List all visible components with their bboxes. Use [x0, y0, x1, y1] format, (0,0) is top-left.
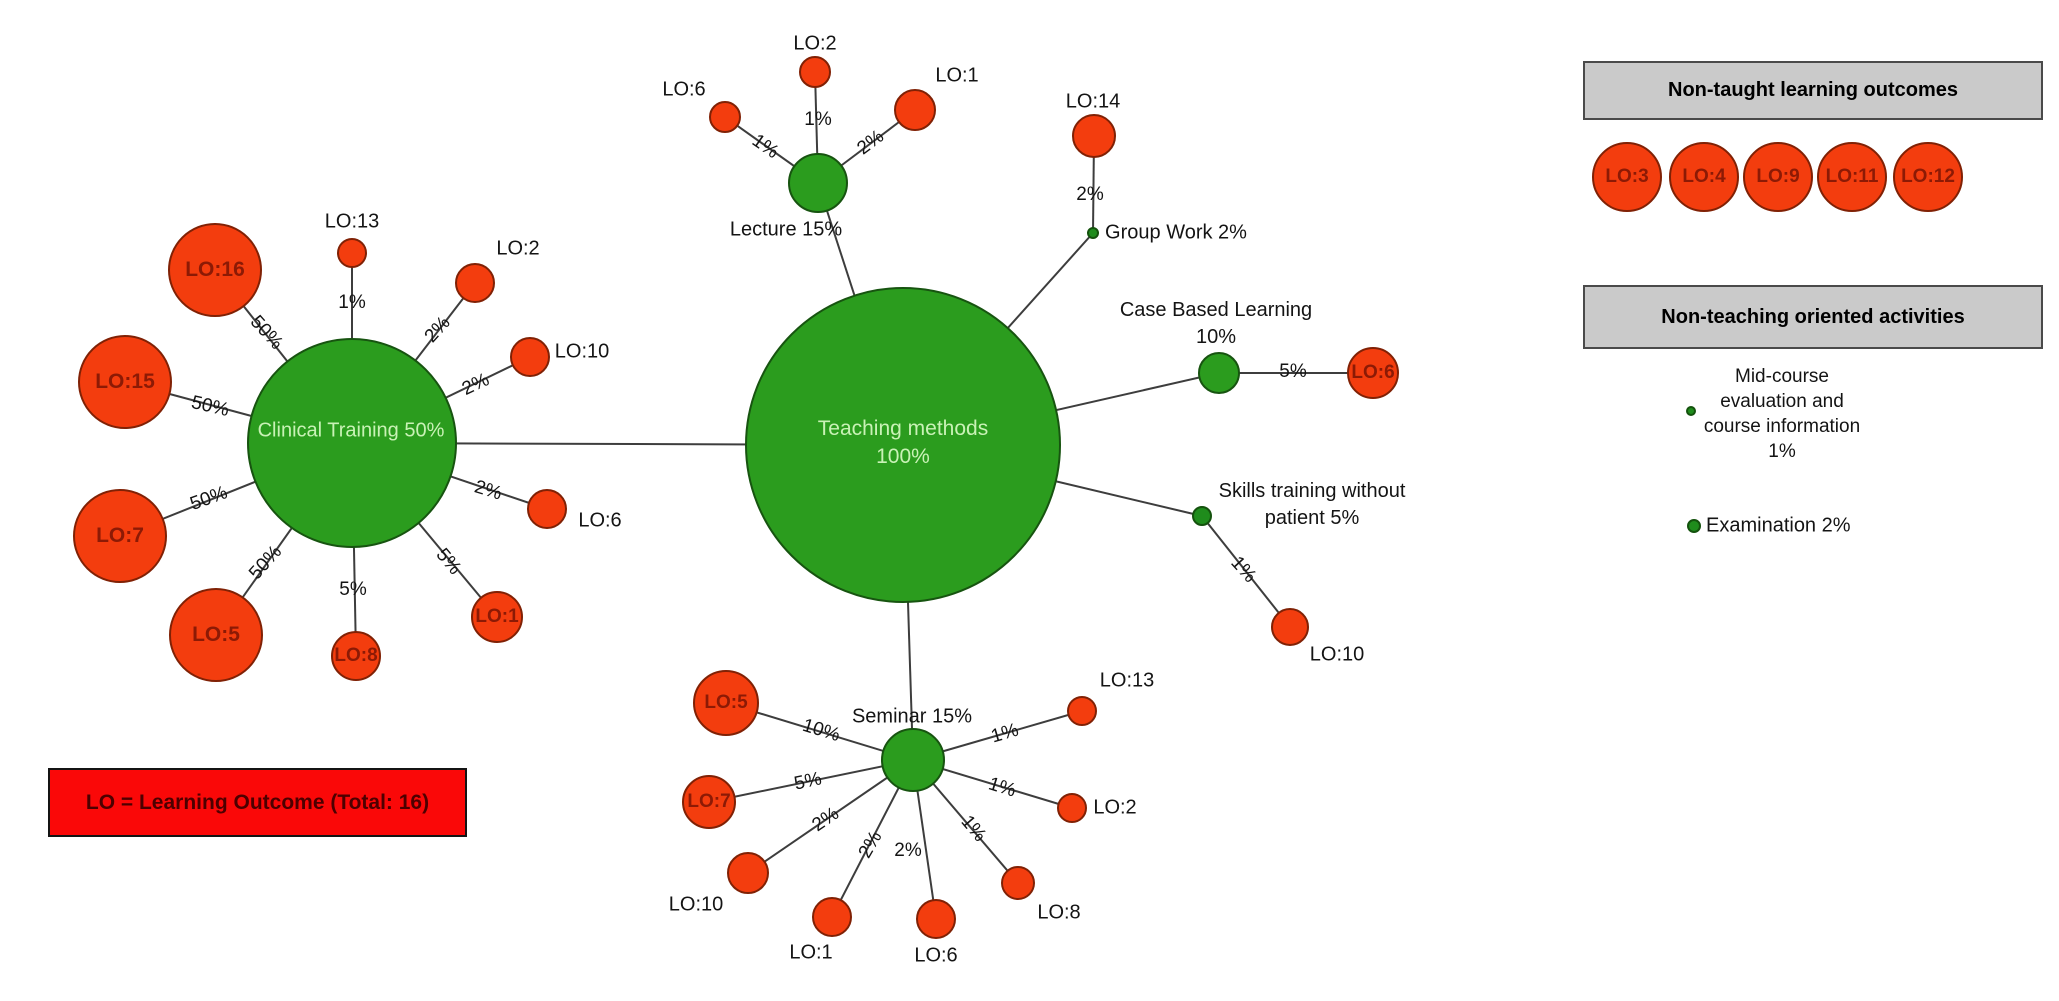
- midcourse-dot: [1686, 406, 1696, 416]
- clinical-lo8-label: LO:8: [334, 645, 378, 666]
- node-seminar-lo10: [727, 852, 769, 894]
- clinical-lo1-label: LO:1: [475, 606, 519, 627]
- seminar-lo13-label: LO:13: [1099, 669, 1155, 692]
- seminar-lo10-label: LO:10: [668, 893, 724, 916]
- node-teaching-methods: [745, 287, 1061, 603]
- node-seminar-lo13: [1067, 696, 1097, 726]
- node-clinical-lo6: [527, 489, 567, 529]
- node-clinical-lo16: LO:16: [168, 223, 262, 317]
- seminar-lo7-label: LO:7: [687, 791, 731, 812]
- node-skills-lo10: [1271, 608, 1309, 646]
- case-based-learning-label: Case Based Learning 10%: [1120, 297, 1312, 351]
- node-nontaught-lo4: LO:4: [1669, 142, 1739, 212]
- node-skills-training: [1192, 506, 1212, 526]
- groupwork-lo14-pct: 2%: [1076, 184, 1104, 205]
- seminar-lo2-label: LO:2: [1093, 796, 1137, 819]
- nontaught-lo11-label: LO:11: [1825, 166, 1879, 187]
- examination-label: Examination 2%: [1706, 514, 1851, 537]
- node-clinical-lo8: LO:8: [331, 631, 381, 681]
- non-teaching-header: Non-teaching oriented activities: [1583, 285, 2043, 349]
- node-lecture-lo1: [894, 89, 936, 131]
- clinical-training-label: Clinical Training 50%: [257, 419, 445, 442]
- skills-training-title: Skills training without: [1218, 480, 1406, 502]
- casebased-lo6-pct: 5%: [1279, 361, 1307, 382]
- clinical-lo8-pct: 5%: [339, 579, 367, 600]
- group-work-label: Group Work 2%: [1105, 221, 1247, 244]
- node-clinical-lo1: LO:1: [471, 591, 523, 643]
- midcourse-line4: 1%: [1768, 441, 1796, 462]
- node-clinical-lo13: [337, 238, 367, 268]
- case-based-learning-title: Case Based Learning: [1119, 299, 1313, 321]
- nontaught-lo9-label: LO:9: [1756, 166, 1800, 187]
- node-seminar-lo1: [812, 897, 852, 937]
- examination-dot: [1687, 519, 1701, 533]
- node-lecture-lo6: [709, 101, 741, 133]
- clinical-lo6-label: LO:6: [578, 509, 622, 532]
- midcourse-line1: Mid-course: [1735, 366, 1829, 387]
- nontaught-lo12-label: LO:12: [1901, 166, 1955, 187]
- clinical-lo13-pct: 1%: [338, 292, 366, 313]
- lecture-lo1-label: LO:1: [935, 64, 979, 87]
- node-seminar-lo7: LO:7: [682, 775, 736, 829]
- midcourse-line2: evaluation and: [1720, 391, 1844, 412]
- node-case-based-learning: [1198, 352, 1240, 394]
- node-clinical-lo10: [510, 337, 550, 377]
- nontaught-lo4-label: LO:4: [1682, 166, 1726, 187]
- clinical-lo13-label: LO:13: [324, 210, 380, 233]
- lecture-lo2-pct: 1%: [804, 109, 832, 130]
- nontaught-lo3-label: LO:3: [1605, 166, 1649, 187]
- node-lecture-lo2: [799, 56, 831, 88]
- node-clinical-training: [247, 338, 457, 548]
- clinical-lo16-label: LO:16: [185, 258, 245, 281]
- node-nontaught-lo3: LO:3: [1592, 142, 1662, 212]
- midcourse-label: Mid-course evaluation and course informa…: [1662, 364, 1902, 464]
- non-taught-header: Non-taught learning outcomes: [1583, 61, 2043, 120]
- seminar-label: Seminar 15%: [851, 705, 973, 728]
- node-clinical-lo15: LO:15: [78, 335, 172, 429]
- teaching-methods-label: Teaching methods 100%: [818, 415, 988, 471]
- casebased-lo6-label: LO:6: [1351, 362, 1395, 383]
- midcourse-line3: course information: [1703, 416, 1861, 437]
- lecture-label: Lecture 15%: [729, 218, 843, 241]
- teaching-methods-title: Teaching methods: [817, 417, 989, 440]
- node-casebased-lo6: LO:6: [1347, 347, 1399, 399]
- node-nontaught-lo11: LO:11: [1817, 142, 1887, 212]
- lecture-lo6-label: LO:6: [662, 78, 706, 101]
- node-seminar-lo6: [916, 899, 956, 939]
- teaching-methods-pct: 100%: [876, 445, 930, 468]
- skills-lo10-label: LO:10: [1309, 643, 1365, 666]
- clinical-lo15-label: LO:15: [95, 370, 155, 393]
- node-seminar-lo5: LO:5: [693, 670, 759, 736]
- edge-seminar-lo7: [708, 759, 914, 803]
- clinical-lo7-label: LO:7: [96, 524, 144, 547]
- node-seminar-lo2: [1057, 793, 1087, 823]
- legend-box: LO = Learning Outcome (Total: 16): [48, 768, 467, 837]
- case-based-learning-pct: 10%: [1195, 326, 1237, 348]
- clinical-lo5-label: LO:5: [192, 623, 240, 646]
- node-seminar: [881, 728, 945, 792]
- groupwork-lo14-label: LO:14: [1065, 90, 1121, 113]
- node-clinical-lo2: [455, 263, 495, 303]
- node-clinical-lo5: LO:5: [169, 588, 263, 682]
- seminar-lo6-pct: 2%: [894, 840, 922, 861]
- skills-training-label: Skills training without patient 5%: [1219, 478, 1406, 532]
- seminar-lo8-label: LO:8: [1037, 901, 1081, 924]
- skills-training-pct: patient 5%: [1264, 507, 1360, 529]
- node-group-work: [1087, 227, 1099, 239]
- seminar-lo6-label: LO:6: [914, 944, 958, 967]
- node-seminar-lo8: [1001, 866, 1035, 900]
- seminar-lo5-label: LO:5: [704, 692, 748, 713]
- node-lecture: [788, 153, 848, 213]
- node-nontaught-lo9: LO:9: [1743, 142, 1813, 212]
- node-nontaught-lo12: LO:12: [1893, 142, 1963, 212]
- edge-seminar-lo10: [747, 759, 914, 874]
- clinical-lo10-label: LO:10: [554, 340, 610, 363]
- lecture-lo2-label: LO:2: [793, 32, 837, 55]
- edge-skills-lo10: [1201, 515, 1291, 628]
- seminar-lo1-label: LO:1: [789, 941, 833, 964]
- node-groupwork-lo14: [1072, 114, 1116, 158]
- clinical-lo2-label: LO:2: [496, 237, 540, 260]
- node-clinical-lo7: LO:7: [73, 489, 167, 583]
